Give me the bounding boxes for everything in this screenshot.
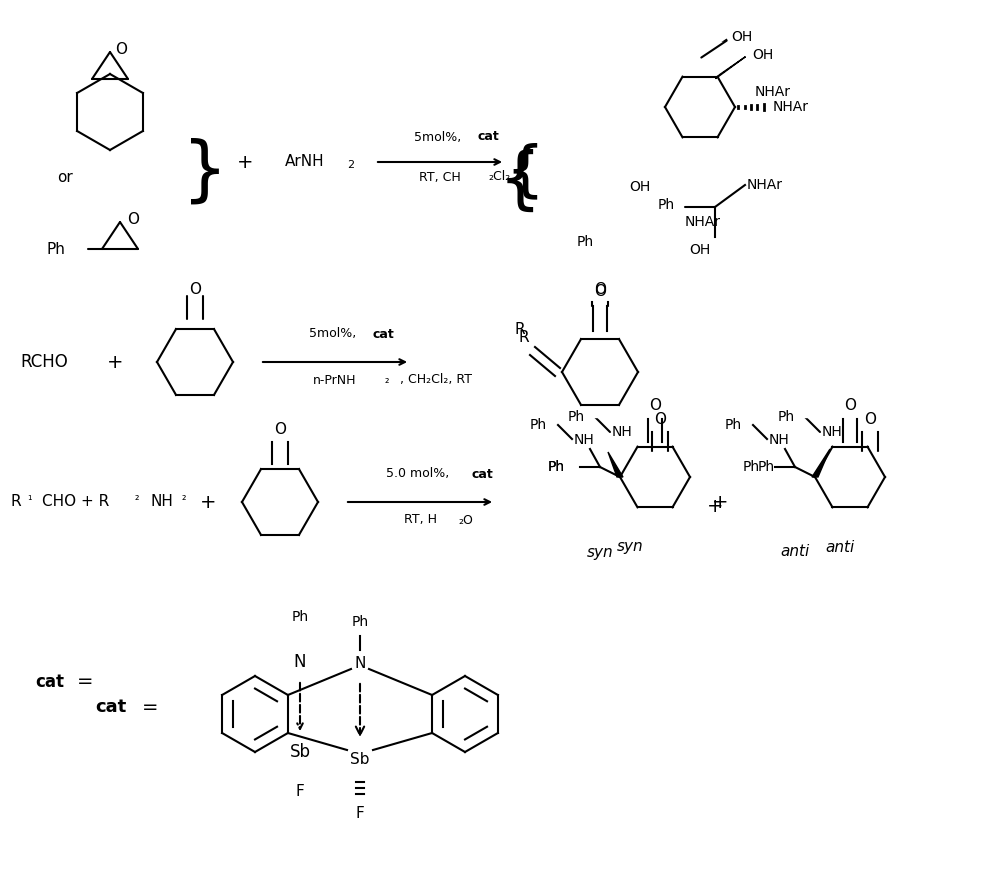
Text: Ph: Ph <box>351 615 369 629</box>
Text: cat: cat <box>477 130 499 144</box>
Text: n-PrNH: n-PrNH <box>313 374 357 386</box>
Text: NH: NH <box>150 494 173 509</box>
Text: R: R <box>10 494 21 509</box>
Text: Ph: Ph <box>658 198 675 212</box>
Text: O: O <box>594 283 606 298</box>
Text: anti: anti <box>825 540 855 555</box>
Text: Ph: Ph <box>46 242 65 257</box>
Text: Ph: Ph <box>291 610 309 624</box>
Text: or: or <box>57 169 73 185</box>
Bar <box>500 452 980 612</box>
Text: RCHO: RCHO <box>20 353 68 371</box>
Text: ₂Cl₂: ₂Cl₂ <box>488 170 510 184</box>
Text: 5mol%,: 5mol%, <box>309 327 361 341</box>
Text: OH: OH <box>753 47 774 62</box>
Text: NH: NH <box>822 425 843 439</box>
Text: +: + <box>107 352 123 371</box>
Polygon shape <box>812 449 830 477</box>
Text: =: = <box>142 698 158 716</box>
Text: R: R <box>519 329 529 344</box>
Text: NH: NH <box>574 433 595 447</box>
Text: RT, H: RT, H <box>404 514 436 526</box>
Text: O: O <box>654 411 666 426</box>
Text: +: + <box>712 492 728 511</box>
Bar <box>90 582 590 862</box>
Text: , CH₂Cl₂, RT: , CH₂Cl₂, RT <box>400 374 472 386</box>
Text: cat: cat <box>95 698 126 716</box>
Text: +: + <box>200 492 216 511</box>
Text: N: N <box>294 653 306 671</box>
Text: {: { <box>506 143 544 202</box>
Text: NH: NH <box>769 433 790 447</box>
Text: Ph: Ph <box>743 460 760 474</box>
Text: 5.0 mol%,: 5.0 mol%, <box>386 467 454 481</box>
Text: NHAr: NHAr <box>685 215 721 229</box>
Text: OH: OH <box>689 243 711 257</box>
Text: Ph: Ph <box>548 460 565 474</box>
Polygon shape <box>608 452 623 477</box>
Text: Ph: Ph <box>725 418 742 432</box>
Text: ArNH: ArNH <box>285 154 325 169</box>
Text: NH: NH <box>612 425 633 439</box>
Text: cat: cat <box>36 673 64 691</box>
Text: ₂: ₂ <box>135 492 140 502</box>
Text: =: = <box>77 673 93 691</box>
Text: OH: OH <box>731 30 752 44</box>
Text: RT, CH: RT, CH <box>419 170 461 184</box>
Text: F: F <box>296 784 304 799</box>
Text: ₂: ₂ <box>385 375 390 385</box>
Text: +: + <box>707 498 723 516</box>
Text: {: { <box>499 149 541 215</box>
Text: }: } <box>182 137 228 207</box>
Text: syn: syn <box>587 544 613 559</box>
Text: syn: syn <box>617 540 643 555</box>
Bar <box>510 42 990 272</box>
Text: NHAr: NHAr <box>755 85 791 99</box>
Text: O: O <box>594 285 606 300</box>
Text: O: O <box>864 411 876 426</box>
Text: Ph: Ph <box>568 410 585 424</box>
Text: cat: cat <box>372 327 394 341</box>
Text: NHAr: NHAr <box>773 100 809 114</box>
Polygon shape <box>697 39 727 59</box>
Text: CHO + R: CHO + R <box>42 494 109 509</box>
Text: O: O <box>274 422 286 436</box>
Text: OH: OH <box>629 180 651 194</box>
Text: Ph: Ph <box>758 460 775 474</box>
Text: ₁: ₁ <box>27 492 32 502</box>
Text: +: + <box>237 153 253 171</box>
Text: Ph: Ph <box>548 460 565 474</box>
Text: O: O <box>844 398 856 412</box>
Text: O: O <box>127 211 139 227</box>
Text: R: R <box>515 323 525 337</box>
Text: Ph: Ph <box>576 235 594 249</box>
Text: 2: 2 <box>347 160 354 170</box>
Bar <box>480 307 880 417</box>
Polygon shape <box>716 57 746 78</box>
Text: N: N <box>354 657 366 672</box>
Text: O: O <box>115 43 127 57</box>
Text: ₂O: ₂O <box>458 514 473 526</box>
Text: cat: cat <box>471 467 493 481</box>
Text: ₂: ₂ <box>182 492 186 502</box>
Text: Ph: Ph <box>778 410 795 424</box>
Text: O: O <box>189 282 201 296</box>
Text: anti: anti <box>780 544 810 559</box>
Text: F: F <box>356 806 364 822</box>
Text: NHAr: NHAr <box>747 178 783 192</box>
Text: 5mol%,: 5mol%, <box>414 130 466 144</box>
Text: Ph: Ph <box>530 418 547 432</box>
Text: Sb: Sb <box>350 753 370 767</box>
Text: Sb: Sb <box>290 743 310 761</box>
Text: O: O <box>649 398 661 412</box>
